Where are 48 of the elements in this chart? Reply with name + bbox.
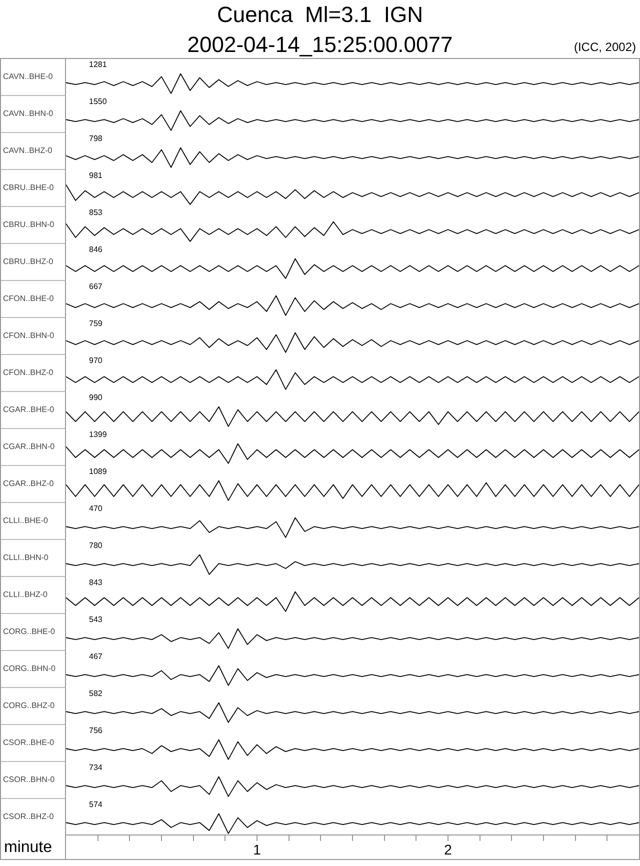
text: 1089 [89,467,108,476]
y-axis-title: CAVN..BHE-0 [3,72,53,81]
chart-title: Cuenca Ml=3.1 IGN [216,2,424,28]
x-tick-label: 1 [253,841,262,858]
y-axis-title: CBRU..BHZ-0 [3,257,54,266]
text: 780 [89,541,103,550]
text: 1281 [89,60,108,70]
text: 470 [89,504,103,514]
text: 467 [89,652,103,662]
text: 667 [89,282,103,292]
text: 756 [89,726,103,736]
text: 582 [89,689,103,698]
y-axis-title: CAVN..BHN-0 [3,109,54,118]
y-axis-title: CBRU..BHE-0 [3,183,54,192]
y-axis-title: CSOR..BHZ-0 [3,812,54,821]
text: 970 [89,356,103,366]
text: 543 [89,615,103,624]
x-tick-label: 2 [444,841,452,858]
y-axis-title: CORG..BHZ-0 [3,701,55,710]
text: 759 [89,319,103,328]
text: 990 [89,393,103,402]
y-axis-title: CFON..BHN-0 [3,331,54,340]
y-axis-title: CSOR..BHE-0 [3,738,54,747]
x-axis-title: minute [4,839,52,857]
y-axis-title: CFON..BHE-0 [3,294,54,303]
y-axis-title: CSOR..BHN-0 [3,775,55,784]
y-axis-title: CLLI..BHN-0 [3,553,48,562]
text: 846 [89,245,103,254]
text: 574 [89,800,103,810]
y-axis-title: CGAR..BHE-0 [3,405,54,414]
y-axis-title: CAVN..BHZ-0 [3,146,52,155]
text: 1399 [89,430,108,440]
y-axis-title: CGAR..BHN-0 [3,442,55,451]
y-axis-title: CLLI..BHE-0 [3,516,48,525]
y-axis-title: CORG..BHN-0 [3,664,56,673]
y-axis-title: CGAR..BHZ-0 [3,479,54,488]
chart-subtitle: 2002-04-14_15:25:00.0077 [187,32,453,57]
text: 981 [89,171,103,180]
y-axis-title: CLLI..BHZ-0 [3,590,48,599]
text: 734 [89,763,103,772]
y-axis-title: CFON..BHZ-0 [3,368,54,377]
text: 798 [89,134,103,144]
text: 843 [89,578,103,588]
text: 1550 [89,97,108,106]
text: 853 [89,208,103,218]
y-axis-title: CBRU..BHN-0 [3,220,54,229]
text: (ICC, 2002) [574,40,636,54]
y-axis-title: CORG..BHE-0 [3,627,56,636]
